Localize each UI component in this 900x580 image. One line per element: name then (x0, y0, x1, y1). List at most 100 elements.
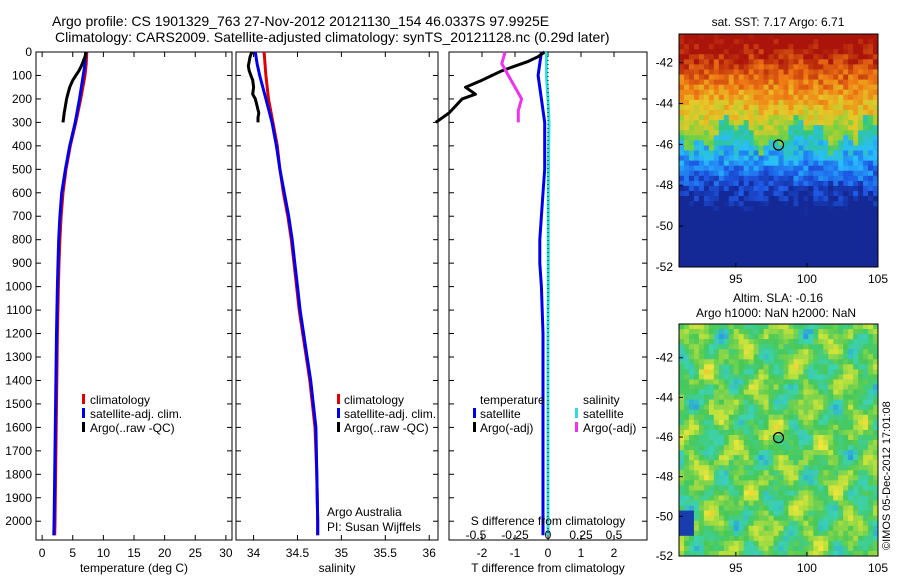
map-cell (793, 550, 799, 557)
map-cell (763, 160, 770, 167)
map-cell (798, 196, 804, 202)
map-cell (693, 374, 700, 380)
map-cell (698, 404, 705, 411)
map-cell (703, 216, 710, 222)
map-cell (838, 191, 844, 197)
map-cell (863, 409, 869, 416)
map-cell (768, 374, 775, 380)
map-cell (808, 515, 814, 522)
map-cell (713, 135, 720, 141)
map-cell (698, 251, 705, 258)
map-cell (773, 530, 779, 537)
map-cell (863, 49, 869, 55)
map-cell (768, 364, 775, 370)
map-cell (698, 550, 705, 557)
map-cell (688, 155, 695, 162)
map-cell (753, 379, 760, 386)
map-cell (848, 125, 854, 131)
map-cell (818, 520, 824, 527)
map-cell (738, 455, 745, 461)
map-cell (858, 34, 864, 40)
map-cell (743, 434, 750, 441)
map-cell (793, 480, 799, 486)
map-cell (753, 445, 760, 451)
map-cell (833, 389, 839, 396)
map-cell (753, 495, 760, 502)
map-cell (748, 256, 755, 263)
map-cell (768, 545, 775, 552)
map-cell (773, 94, 779, 101)
map-cell (793, 344, 799, 350)
map-cell (748, 450, 755, 456)
map-cell (703, 160, 710, 167)
map-cell (683, 505, 690, 512)
map-cell (788, 354, 794, 360)
map-cell (718, 241, 725, 248)
map-cell (838, 246, 844, 253)
map-cell (748, 241, 755, 248)
map-cell (783, 201, 789, 207)
map-cell (823, 99, 829, 106)
map-cell (778, 349, 784, 355)
map-cell (818, 130, 824, 136)
map-cell (688, 165, 695, 172)
map-cell (833, 34, 839, 40)
map-cell (868, 515, 874, 522)
map-cell (808, 34, 814, 40)
map-cell (868, 440, 874, 446)
map-cell (748, 155, 755, 162)
map-cell (833, 261, 839, 268)
map-cell (688, 170, 695, 177)
map-cell (723, 246, 730, 253)
map-cell (698, 261, 705, 268)
map-cell (848, 500, 854, 507)
map-cell (858, 530, 864, 537)
map-cell (733, 515, 740, 522)
map-cell (803, 251, 809, 258)
map-cell (868, 54, 874, 60)
map-cell (718, 201, 725, 207)
map-cell (778, 54, 784, 60)
map-cell (708, 201, 715, 207)
map-cell (733, 54, 740, 60)
map-cell (758, 54, 765, 60)
map-cell (703, 130, 710, 136)
map-cell (798, 500, 804, 507)
map-cell (679, 261, 685, 268)
map-cell (733, 334, 740, 340)
map-cell (833, 191, 839, 197)
map-cell (818, 170, 824, 177)
map-cell (738, 535, 745, 542)
map-cell (683, 364, 690, 370)
map-frame (678, 323, 879, 557)
map-cell (868, 125, 874, 131)
map-cell (698, 140, 705, 146)
map-cell (733, 175, 740, 182)
map-cell (728, 180, 735, 187)
map-cell (833, 334, 839, 340)
map-cell (808, 94, 814, 101)
map-cell (818, 505, 824, 512)
map-cell (708, 379, 715, 386)
map-cell (843, 79, 849, 86)
map-cell (848, 440, 854, 446)
map-cell (713, 409, 720, 416)
map-cell (743, 394, 750, 401)
map-cell (688, 109, 695, 116)
map-cell (843, 500, 849, 507)
map-cell (718, 440, 725, 446)
map-cell (713, 34, 720, 40)
map-cell (703, 500, 710, 507)
map-cell (718, 460, 725, 466)
map-cell (783, 369, 789, 375)
map-cell (733, 455, 740, 461)
map-cell (863, 445, 869, 451)
map-cell (723, 39, 730, 45)
map-cell (798, 150, 804, 157)
map-cell (728, 206, 735, 212)
map-cell (793, 206, 799, 212)
map-cell (768, 535, 775, 542)
map-cell (763, 404, 770, 411)
map-cell (683, 54, 690, 60)
map-cell (808, 216, 814, 222)
